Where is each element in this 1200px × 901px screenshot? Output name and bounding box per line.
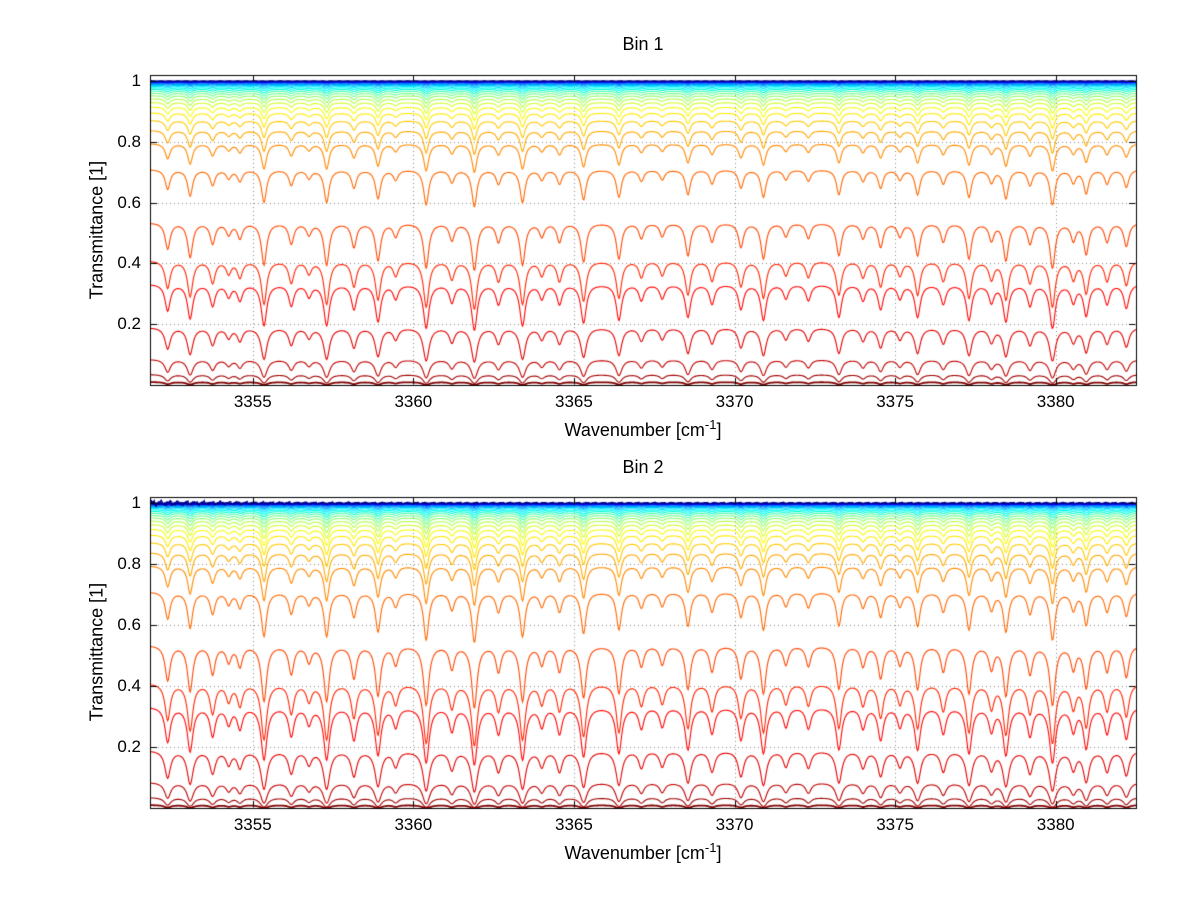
x-tick-label: 3370: [715, 392, 754, 411]
x-tick-label: 3365: [555, 392, 593, 411]
xlabel-text: Wavenumber [cm: [564, 420, 705, 440]
xlabel-superscript: -1: [704, 417, 717, 432]
bin2-xaxis-label: Wavenumber [cm-1]: [150, 840, 1136, 864]
y-tick-label: 1: [131, 493, 141, 513]
bin2-title: Bin 2: [622, 457, 664, 477]
y-tick-label: 0.4: [117, 676, 141, 696]
xlabel-close-bracket: ]: [716, 420, 722, 440]
bin1-title: Bin 1: [622, 34, 664, 54]
x-tick-label: 3375: [876, 815, 915, 834]
bin2-yaxis-label: Transmittance [1]: [86, 582, 107, 722]
y-tick-label: 0.8: [117, 554, 141, 574]
x-tick-label: 3365: [555, 815, 593, 834]
xlabel-close-bracket: ]: [716, 843, 722, 863]
y-tick-label: 0.4: [117, 253, 141, 273]
bin1-yaxis-label: Transmittance [1]: [86, 160, 107, 300]
y-tick-label: 0.6: [117, 192, 141, 212]
x-tick-label: 3355: [233, 815, 272, 834]
x-tick-label: 3360: [394, 815, 433, 834]
x-tick-label: 3375: [876, 392, 915, 411]
bin1-xaxis-label: Wavenumber [cm-1]: [150, 417, 1136, 441]
xlabel-superscript: -1: [704, 840, 717, 855]
y-tick-label: 0.2: [117, 314, 141, 334]
x-tick-label: 3380: [1036, 815, 1075, 834]
x-tick-label: 3360: [394, 392, 433, 411]
y-tick-label: 1: [131, 71, 141, 91]
y-tick-label: 0.6: [117, 615, 141, 635]
x-tick-label: 3380: [1036, 392, 1075, 411]
x-tick-label: 3370: [715, 815, 754, 834]
x-tick-label: 3355: [233, 392, 272, 411]
y-tick-label: 0.8: [117, 131, 141, 151]
xlabel-text: Wavenumber [cm: [564, 843, 705, 863]
y-tick-label: 0.2: [117, 737, 141, 757]
